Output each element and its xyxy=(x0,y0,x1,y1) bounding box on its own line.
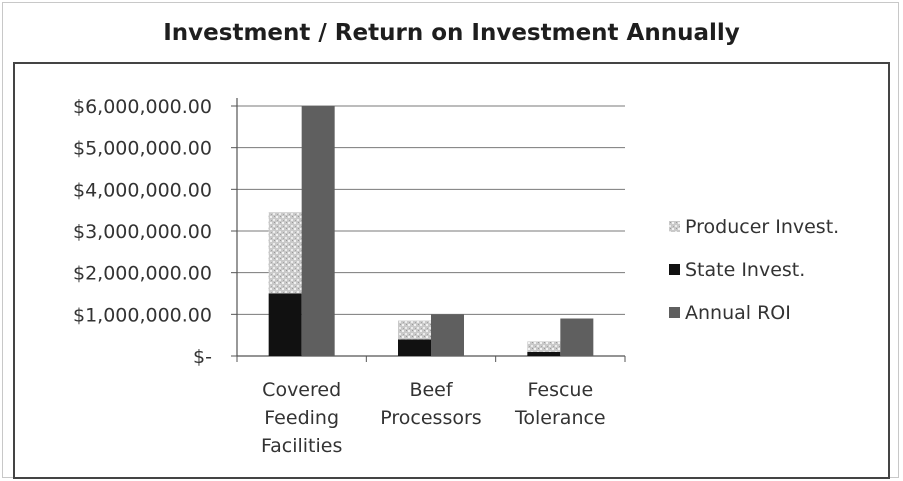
x-category-label-line: Feeding xyxy=(264,407,339,429)
x-category-label-line: Processors xyxy=(380,407,481,429)
x-category-label: Beef Processors xyxy=(380,379,481,429)
bar xyxy=(268,212,302,294)
bar xyxy=(398,339,431,356)
legend-swatch xyxy=(669,221,680,232)
y-tick-label: $- xyxy=(193,346,212,368)
bar xyxy=(268,293,302,356)
bar xyxy=(398,320,431,340)
x-category-label: Covered Feeding Facilities xyxy=(261,379,342,457)
x-category-label-line: Facilities xyxy=(261,435,342,457)
bar xyxy=(560,318,594,356)
y-axis-tick-labels: $- $1,000,000.00 $2,000,000.00 $3,000,000.0… xyxy=(73,96,212,368)
y-tick-label: $5,000,000.00 xyxy=(73,138,212,160)
y-tick-label: $6,000,000.00 xyxy=(73,96,212,118)
plot-frame xyxy=(13,62,890,479)
x-axis-category-labels: Covered Feeding Facilities Beef Processors Fe… xyxy=(261,379,606,457)
bar xyxy=(527,351,561,356)
y-tick-label: $3,000,000.00 xyxy=(73,221,212,243)
bars xyxy=(268,106,594,356)
x-category-label: Fescue Tolerance xyxy=(514,379,606,429)
legend-swatch xyxy=(669,264,680,275)
y-tick-label: $4,000,000.00 xyxy=(73,179,212,201)
x-category-label-line: Fescue xyxy=(528,379,594,401)
x-category-label-line: Tolerance xyxy=(514,407,606,429)
chart-title: Investment / Return on Investment Annual… xyxy=(163,20,740,46)
bar xyxy=(301,106,335,356)
x-category-label-line: Beef xyxy=(409,379,453,401)
x-category-label-line: Covered xyxy=(262,379,341,401)
legend-label: Producer Invest. xyxy=(685,216,839,238)
y-tick-label: $1,000,000.00 xyxy=(73,304,212,326)
y-tick-label: $2,000,000.00 xyxy=(73,263,212,285)
legend-swatch xyxy=(669,307,680,318)
legend-label: State Invest. xyxy=(685,259,805,281)
bar xyxy=(431,314,464,356)
bar xyxy=(527,341,561,352)
legend: Producer Invest. State Invest. Annual ROI xyxy=(669,216,839,324)
legend-label: Annual ROI xyxy=(685,302,791,324)
